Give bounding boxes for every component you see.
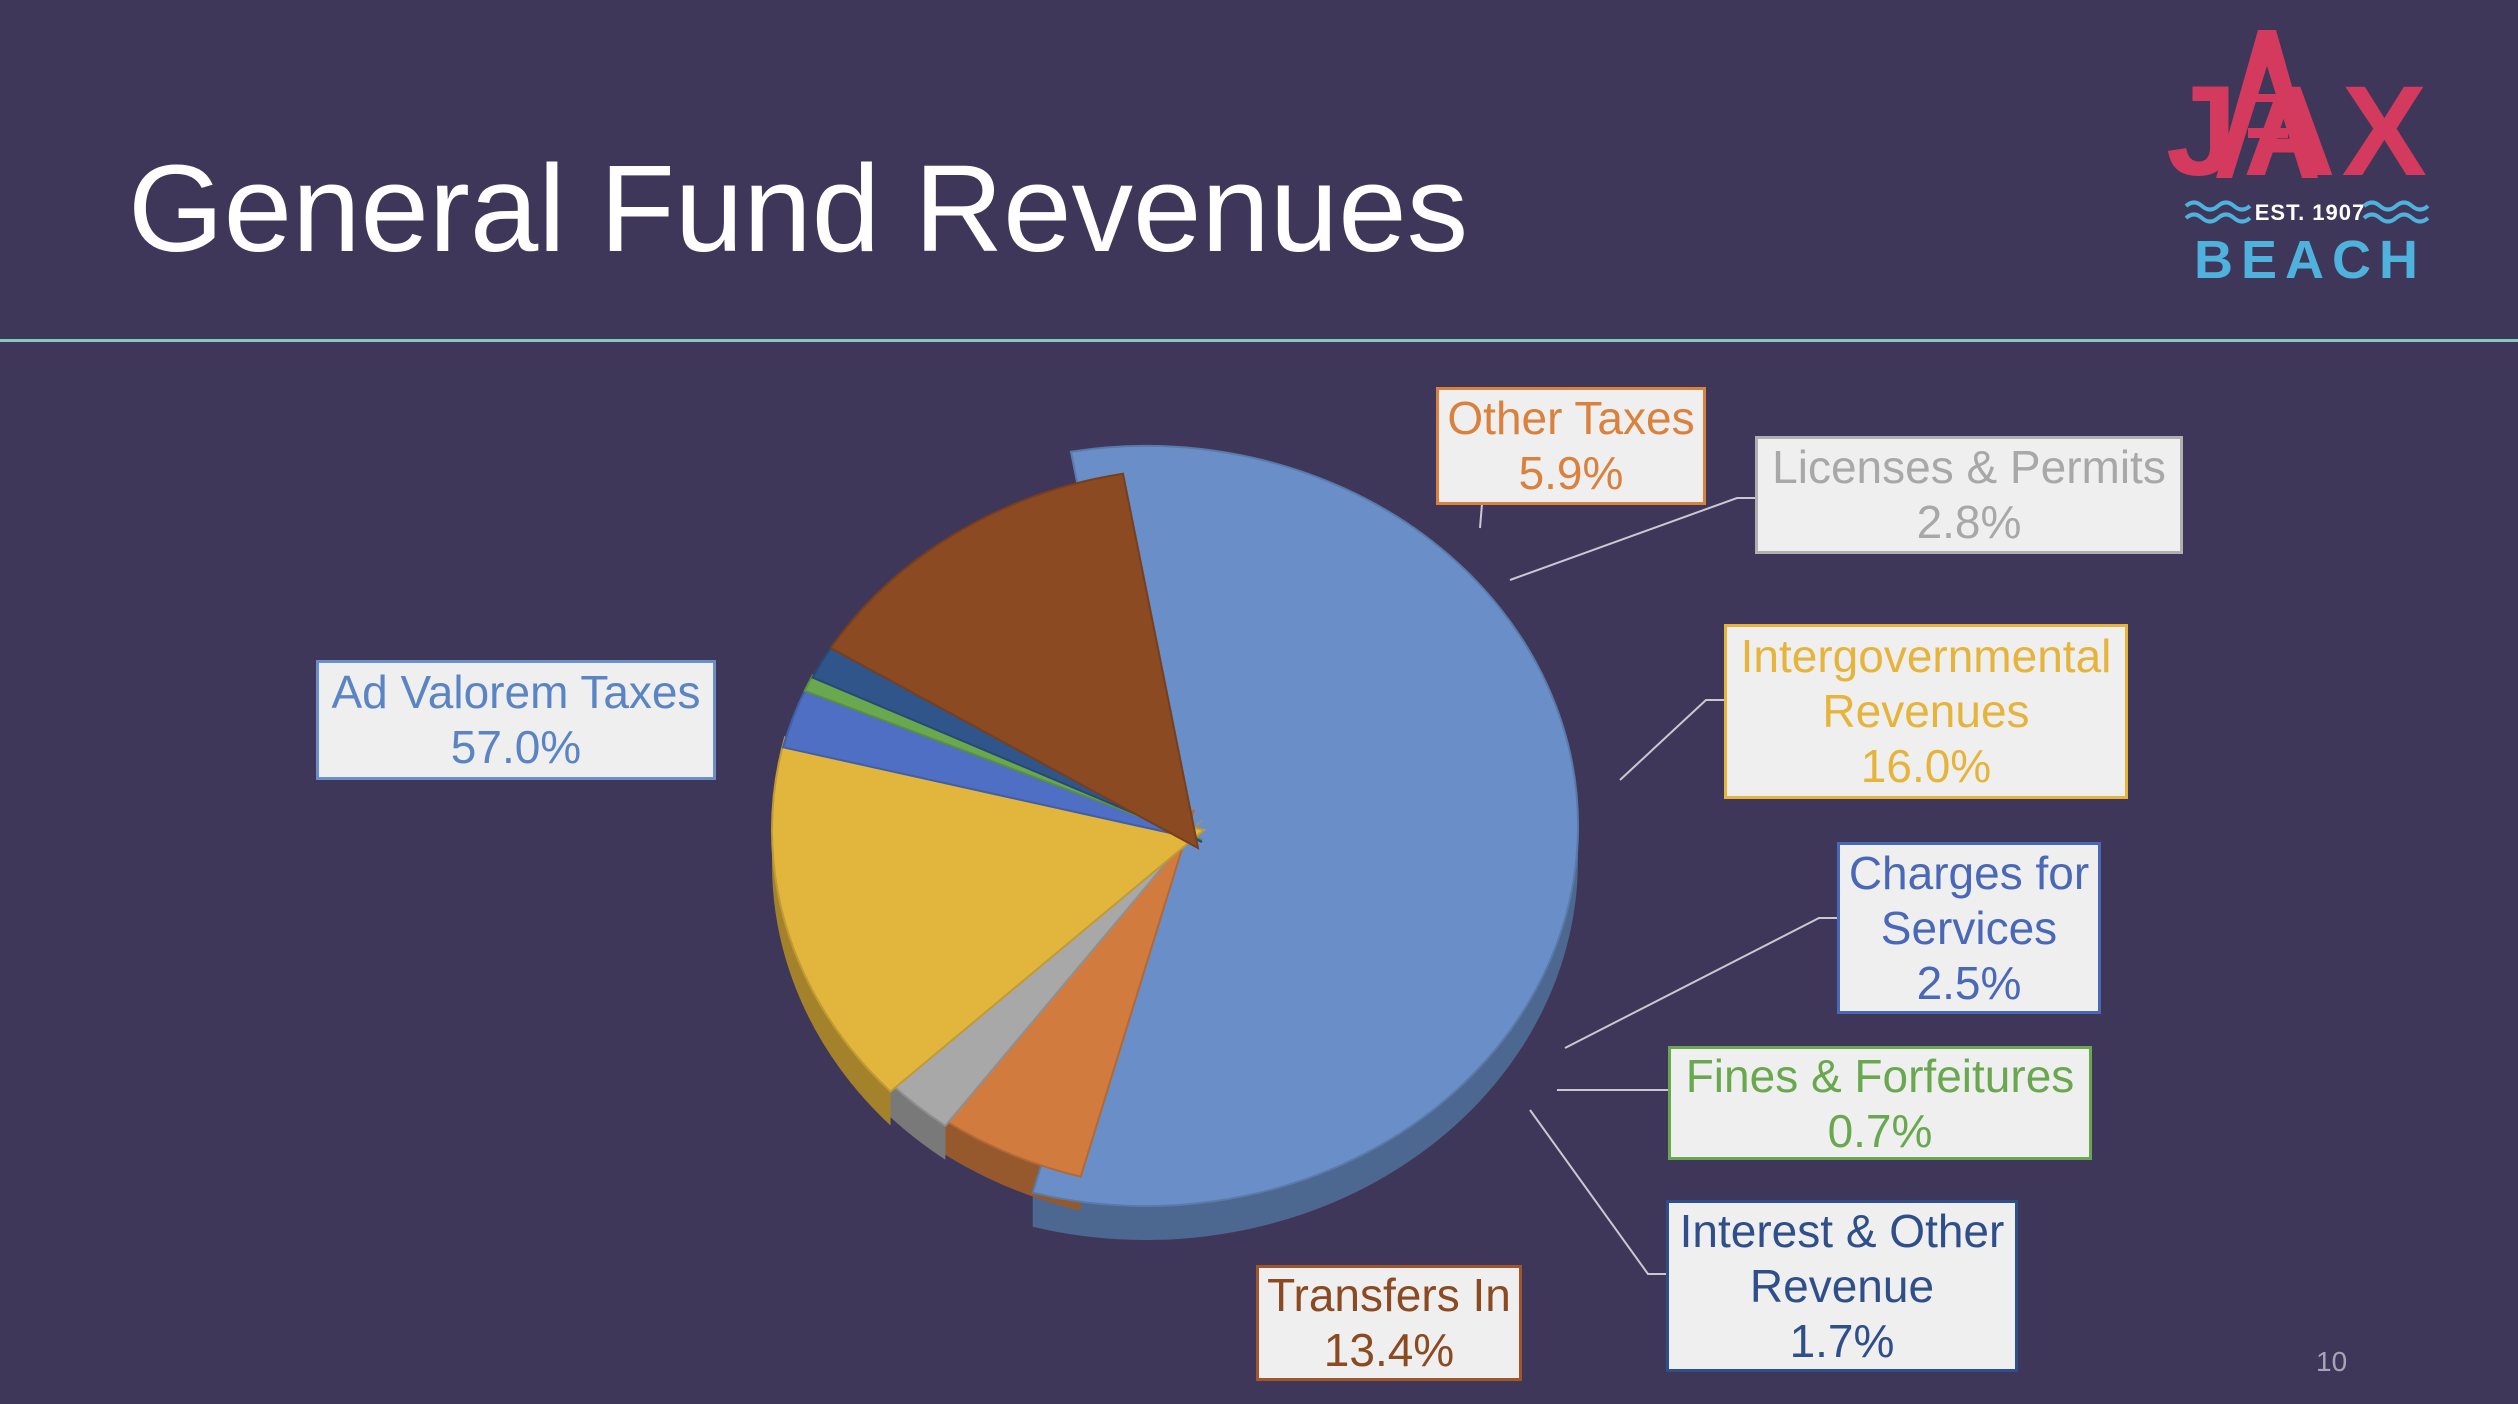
pie-label-line: Revenues <box>1822 685 2030 737</box>
pie-label-line: Licenses & Permits <box>1772 441 2166 493</box>
logo-place: BEACH <box>2193 230 2426 290</box>
pie-label-line: 1.7% <box>1789 1314 1895 1367</box>
pie-label: Licenses & Permits 2.8% <box>1755 436 2183 554</box>
pie-slice <box>771 736 1207 1093</box>
pie-slice-side <box>772 830 891 1126</box>
pie-label: Interest & Other Revenue 1.7% <box>1666 1200 2018 1372</box>
label-leader-line <box>1564 917 1837 1049</box>
pie-label-line: 0.7% <box>1827 1105 1933 1157</box>
pie-label-line: 57.0% <box>450 721 582 773</box>
pie-label-line: 2.8% <box>1916 496 2022 548</box>
label-leader-line <box>1619 699 1724 781</box>
pie-label-line: Services <box>1880 901 2058 954</box>
pie-slice <box>829 472 1200 850</box>
pie-label: Intergovernmental Revenues 16.0% <box>1724 624 2128 799</box>
pie-label-line: Other Taxes <box>1447 392 1695 444</box>
pie-label-line: Intergovernmental <box>1740 630 2112 682</box>
pie-slice-side <box>1032 826 1579 1241</box>
pie-label: Transfers In 13.4% <box>1256 1265 1522 1381</box>
pie-slice <box>1031 445 1579 1207</box>
title-divider <box>0 339 2518 342</box>
page-number: 10 <box>2316 1346 2348 1377</box>
lifeguard-tower-icon <box>2184 30 2430 224</box>
slide-title: General Fund Revenues <box>128 141 1469 278</box>
pie-label-line: Ad Valorem Taxes <box>331 666 701 718</box>
pie-label: Other Taxes 5.9% <box>1436 387 1706 505</box>
pie-label-line: 5.9% <box>1518 447 1624 499</box>
pie-label-line: Charges for <box>1848 846 2090 899</box>
pie-slice-side <box>888 1081 946 1160</box>
pie-label-line: Fines & Forfeitures <box>1685 1050 2075 1102</box>
pie-label: Fines & Forfeitures 0.7% <box>1668 1046 2092 1160</box>
pie-label-line: Interest & Other <box>1679 1204 2005 1257</box>
pie-label-line: 2.5% <box>1916 956 2022 1009</box>
label-leader-line <box>1529 1109 1666 1275</box>
logo-wordmark: JAX <box>2166 60 2433 203</box>
pie-label-line: Transfers In <box>1267 1269 1511 1321</box>
pie-label-line: 16.0% <box>1860 740 1992 792</box>
pie-label: Charges for Services 2.5% <box>1837 842 2101 1014</box>
pie-label-line: Revenue <box>1749 1259 1935 1312</box>
jax-beach-logo: JAX EST. 1907 BEACH <box>2150 28 2470 298</box>
pie-label-line: 13.4% <box>1323 1324 1455 1376</box>
pie-label: Ad Valorem Taxes 57.0% <box>316 660 716 780</box>
label-leader-line <box>1479 503 1500 529</box>
logo-established: EST. 1907 <box>2254 200 2366 225</box>
label-leader-line <box>1509 497 1755 581</box>
